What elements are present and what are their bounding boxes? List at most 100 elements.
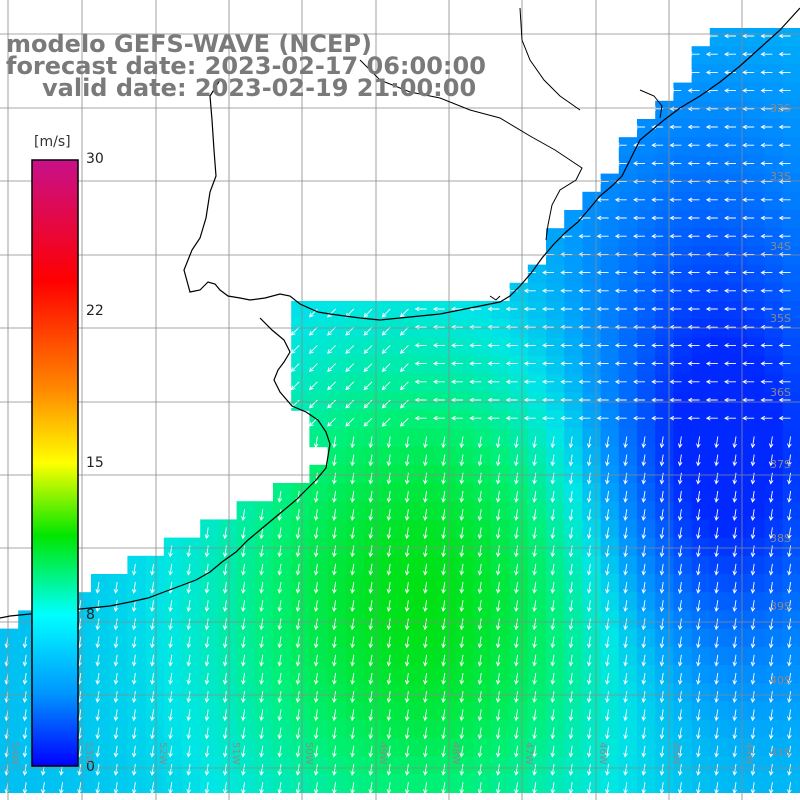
wind-speed-cell bbox=[637, 574, 656, 593]
wind-arrow bbox=[760, 33, 773, 39]
wind-speed-cell bbox=[728, 373, 747, 393]
wind-speed-cell bbox=[309, 774, 329, 793]
wind-speed-cell bbox=[764, 64, 784, 84]
wind-speed-cell bbox=[382, 574, 401, 593]
wind-speed-cell bbox=[582, 428, 602, 448]
wind-speed-cell bbox=[327, 410, 347, 429]
latitude-label: 38S bbox=[770, 532, 791, 545]
wind-arrow bbox=[404, 709, 410, 722]
wind-speed-cell bbox=[637, 264, 656, 284]
wind-arrow bbox=[614, 161, 627, 166]
wind-speed-cell bbox=[200, 737, 219, 757]
wind-arrow bbox=[441, 782, 446, 795]
wind-arrow bbox=[750, 636, 756, 649]
wind-arrow bbox=[222, 763, 228, 776]
wind-speed-cell bbox=[200, 665, 219, 684]
wind-arrow bbox=[724, 161, 736, 166]
wind-arrow bbox=[633, 343, 645, 348]
wind-speed-cell bbox=[527, 756, 547, 775]
wind-arrow bbox=[477, 691, 483, 704]
wind-arrow bbox=[687, 197, 700, 203]
wind-speed-cell bbox=[455, 774, 474, 793]
wind-speed-cell bbox=[436, 555, 456, 575]
wind-arrow bbox=[495, 436, 501, 449]
wind-arrow bbox=[705, 306, 718, 312]
wind-arrow bbox=[641, 545, 647, 558]
wind-speed-cell bbox=[709, 210, 729, 229]
wind-arrow bbox=[677, 545, 683, 558]
wind-speed-cell bbox=[546, 737, 565, 757]
wind-arrow bbox=[578, 415, 591, 421]
wind-speed-cell bbox=[200, 719, 219, 739]
wind-speed-cell bbox=[655, 665, 674, 684]
wind-arrow bbox=[687, 161, 700, 166]
wind-arrow bbox=[423, 745, 428, 758]
longitude-label: 48W bbox=[450, 742, 461, 765]
wind-speed-cell bbox=[728, 592, 747, 611]
wind-speed-cell bbox=[564, 610, 583, 630]
wind-arrow bbox=[714, 691, 719, 704]
wind-speed-cell bbox=[254, 774, 274, 793]
wind-speed-cell bbox=[382, 555, 401, 575]
wind-speed-cell bbox=[637, 628, 656, 648]
wind-arrow bbox=[669, 415, 682, 421]
wind-speed-cell bbox=[364, 464, 383, 484]
wind-speed-cell bbox=[600, 701, 620, 721]
wind-arrow bbox=[514, 600, 519, 613]
wind-speed-cell bbox=[728, 319, 747, 338]
wind-speed-cell bbox=[163, 592, 183, 611]
wind-speed-cell bbox=[309, 301, 329, 320]
wind-speed-cell bbox=[618, 464, 638, 484]
wind-speed-cell bbox=[109, 665, 128, 684]
wind-speed-cell bbox=[637, 337, 656, 357]
wind-speed-cell bbox=[673, 774, 693, 793]
wind-arrow bbox=[787, 436, 792, 449]
wind-arrow bbox=[714, 745, 719, 758]
wind-speed-cell bbox=[546, 501, 565, 520]
wind-speed-cell bbox=[200, 537, 219, 557]
longitude-label: 53W bbox=[83, 742, 94, 765]
wind-arrow bbox=[350, 654, 355, 667]
wind-speed-cell bbox=[309, 756, 329, 775]
wind-arrow bbox=[550, 672, 556, 685]
wind-speed-cell bbox=[764, 373, 784, 393]
wind-arrow bbox=[368, 745, 374, 758]
wind-arrow bbox=[750, 581, 756, 594]
wind-speed-cell bbox=[582, 628, 602, 648]
wind-arrow bbox=[605, 782, 610, 795]
wind-arrow bbox=[477, 672, 483, 685]
wind-arrow bbox=[487, 379, 500, 385]
wind-speed-cell bbox=[637, 665, 656, 684]
wind-speed-cell bbox=[236, 537, 256, 557]
wind-speed-cell bbox=[637, 210, 656, 229]
wind-arrow bbox=[386, 509, 392, 522]
wind-arrow bbox=[308, 345, 318, 354]
wind-speed-cell bbox=[345, 519, 365, 539]
wind-speed-cell bbox=[509, 628, 529, 648]
wind-arrow bbox=[404, 727, 410, 740]
wind-speed-cell bbox=[582, 501, 602, 520]
wind-speed-cell bbox=[600, 246, 620, 266]
wind-arrow bbox=[222, 563, 228, 576]
wind-arrow bbox=[295, 727, 301, 740]
wind-speed-cell bbox=[728, 537, 747, 557]
wind-speed-cell bbox=[455, 592, 474, 611]
wind-arrow bbox=[350, 527, 355, 540]
wind-arrow bbox=[368, 709, 374, 722]
wind-speed-cell bbox=[145, 774, 165, 793]
wind-arrow bbox=[441, 436, 446, 449]
wind-arrow bbox=[778, 397, 791, 403]
wind-arrow bbox=[313, 600, 319, 613]
wind-arrow bbox=[441, 509, 446, 522]
latitude-label: 40S bbox=[770, 674, 791, 687]
wind-speed-cell bbox=[618, 173, 638, 193]
wind-speed-cell bbox=[564, 246, 583, 266]
wind-arrow bbox=[669, 252, 682, 257]
wind-arrow bbox=[477, 636, 483, 649]
wind-speed-cell bbox=[527, 628, 547, 648]
wind-speed-cell bbox=[145, 719, 165, 739]
wind-arrow bbox=[514, 636, 519, 649]
wind-speed-cell bbox=[455, 665, 474, 684]
wind-arrow bbox=[505, 343, 518, 348]
wind-arrow bbox=[332, 636, 337, 649]
